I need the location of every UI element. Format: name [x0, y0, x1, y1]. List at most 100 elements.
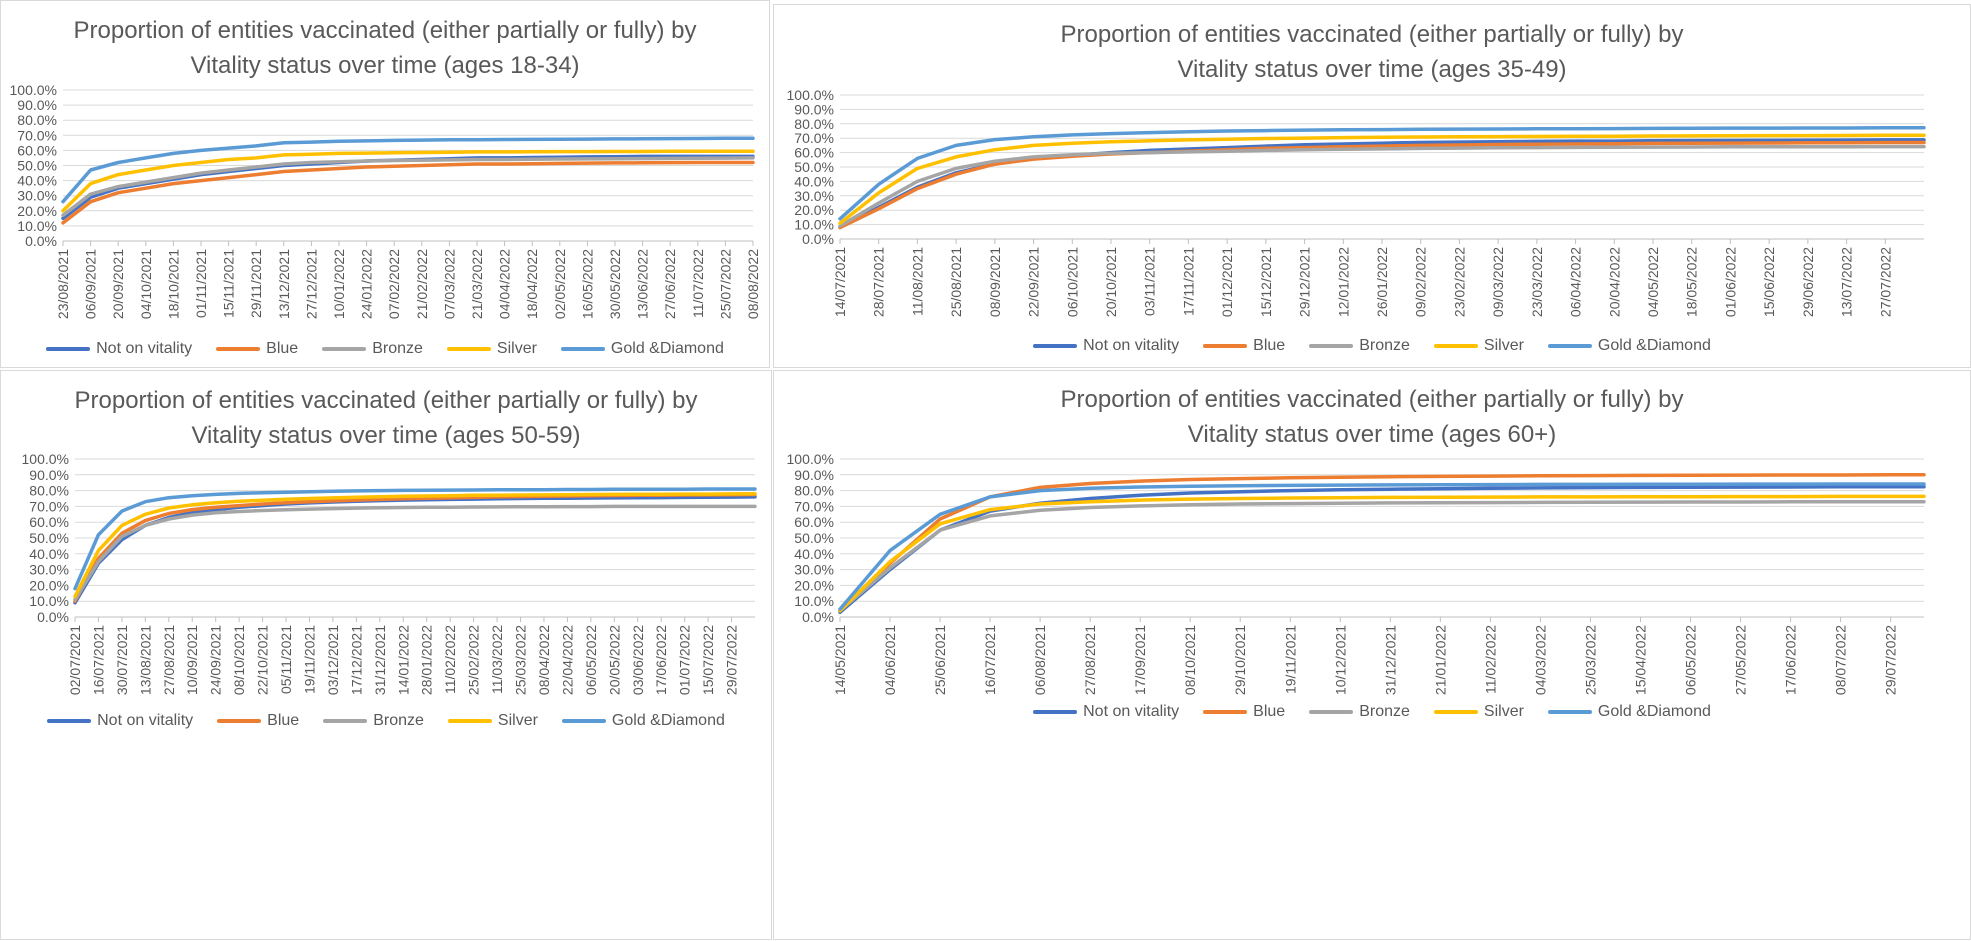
x-tick-label: 30/07/2021 [114, 625, 130, 695]
x-tick-label: 31/12/2021 [372, 625, 388, 695]
x-tick-label: 08/09/2021 [987, 247, 1003, 317]
x-tick-label: 02/07/2021 [67, 625, 83, 695]
line-chart-plot: 0.0%10.0%20.0%30.0%40.0%50.0%60.0%70.0%8… [10, 82, 761, 319]
chart-panel-18-34: Proportion of entities vaccinated (eithe… [0, 0, 770, 368]
x-tick-label: 29/12/2021 [1297, 247, 1313, 317]
y-tick-label: 30.0% [794, 562, 834, 578]
x-tick-label: 06/09/2021 [83, 249, 99, 319]
chart-title-line1: Proportion of entities vaccinated (eithe… [73, 17, 697, 44]
x-tick-label: 24/01/2022 [359, 249, 375, 319]
legend-item-bronze: Bronze [323, 712, 424, 730]
series-line-not-on-vitality [838, 484, 1926, 615]
x-tick-label: 09/02/2022 [1413, 247, 1429, 317]
y-tick-label: 60.0% [794, 145, 834, 161]
x-tick-label: 05/11/2021 [278, 625, 294, 694]
legend-item-gold-diamond: Gold &Diamond [1547, 337, 1711, 355]
y-tick-label: 0.0% [802, 609, 834, 625]
y-tick-label: 90.0% [29, 467, 69, 483]
legend-swatch [47, 719, 92, 723]
chart-panel-35-49: Proportion of entities vaccinated (eithe… [773, 4, 1971, 368]
x-tick-label: 12/01/2022 [1335, 247, 1351, 317]
x-tick-label: 13/08/2021 [137, 625, 153, 695]
y-tick-label: 100.0% [787, 87, 834, 103]
legend-item-bronze: Bronze [1309, 703, 1410, 721]
legend-label: Bronze [372, 340, 423, 357]
x-tick-label: 02/05/2022 [552, 249, 568, 319]
series-line-blue [61, 160, 755, 225]
x-tick-label: 04/06/2021 [882, 625, 898, 695]
legend-item-not-on-vitality: Not on vitality [1033, 703, 1179, 721]
legend-label: Blue [1253, 703, 1286, 720]
x-tick-label: 27/08/2021 [1082, 625, 1098, 695]
legend-label: Silver [1483, 337, 1524, 354]
legend-swatch [46, 347, 91, 351]
x-tick-label: 26/01/2022 [1374, 247, 1390, 317]
x-tick-label: 01/12/2021 [1219, 247, 1235, 317]
x-tick-label: 17/06/2022 [653, 625, 669, 695]
x-tick-label: 04/10/2021 [138, 249, 154, 319]
chart-panel-50-59: Proportion of entities vaccinated (eithe… [0, 370, 772, 940]
x-tick-label: 15/06/2022 [1761, 247, 1777, 317]
x-tick-label: 04/05/2022 [1645, 247, 1661, 317]
x-tick-label: 25/07/2022 [717, 249, 733, 319]
legend-swatch [1033, 344, 1078, 348]
chart-legend: Not on vitality Blue Bronze Silver Gold &Dia… [774, 701, 1970, 721]
x-tick-label: 23/02/2022 [1451, 247, 1467, 317]
legend-item-not-on-vitality: Not on vitality [47, 712, 193, 730]
x-tick-label: 08/08/2022 [745, 249, 761, 319]
legend-label: Not on vitality [96, 340, 193, 357]
legend-label: Not on vitality [97, 712, 194, 729]
x-tick-label: 11/07/2022 [690, 249, 706, 318]
y-tick-label: 70.0% [29, 498, 69, 514]
x-tick-label: 10/09/2021 [184, 625, 200, 695]
legend-swatch [1433, 344, 1478, 348]
legend-swatch [1309, 344, 1354, 348]
y-tick-label: 30.0% [29, 562, 69, 578]
x-tick-label: 06/10/2021 [1064, 247, 1080, 317]
x-tick-label: 23/08/2021 [55, 249, 71, 319]
x-tick-label: 29/07/2022 [724, 625, 740, 695]
x-tick-label: 01/07/2022 [677, 625, 693, 695]
x-tick-label: 27/12/2021 [303, 249, 319, 319]
x-tick-label: 21/02/2022 [414, 249, 430, 319]
x-tick-label: 06/05/2022 [583, 625, 599, 695]
x-tick-label: 22/09/2021 [1026, 247, 1042, 317]
x-tick-label: 23/03/2022 [1529, 247, 1545, 317]
x-tick-label: 03/11/2021 [1142, 247, 1158, 316]
series-line-silver [73, 492, 757, 599]
legend-label: Gold &Diamond [611, 712, 725, 729]
chart-title-line2: Vitality status over time (ages 18-34) [190, 52, 580, 79]
x-tick-label: 31/12/2021 [1382, 625, 1398, 695]
legend-item-gold-diamond: Gold &Diamond [561, 712, 725, 730]
y-tick-label: 0.0% [37, 609, 69, 625]
y-tick-label: 20.0% [794, 202, 834, 218]
series-line-bronze [73, 504, 757, 602]
x-tick-label: 14/05/2021 [832, 625, 848, 695]
x-tick-label: 01/06/2022 [1722, 247, 1738, 317]
legend-swatch [216, 347, 261, 351]
chart-title-line2: Vitality status over time (ages 50-59) [191, 422, 581, 449]
y-tick-label: 0.0% [25, 233, 57, 249]
legend-item-blue: Blue [217, 712, 299, 730]
x-tick-label: 07/03/2022 [441, 249, 457, 319]
x-tick-label: 03/12/2021 [325, 625, 341, 695]
y-tick-label: 10.0% [17, 218, 57, 234]
y-tick-label: 20.0% [17, 203, 57, 219]
legend-item-gold-diamond: Gold &Diamond [1547, 703, 1711, 721]
y-tick-label: 50.0% [29, 530, 69, 546]
x-tick-label: 17/11/2021 [1180, 247, 1196, 316]
x-tick-label: 22/10/2021 [255, 625, 271, 695]
series-line-silver [838, 494, 1926, 613]
y-tick-label: 80.0% [29, 483, 69, 499]
x-tick-label: 15/12/2021 [1258, 247, 1274, 317]
legend-item-blue: Blue [1203, 337, 1285, 355]
x-tick-label: 17/06/2022 [1783, 625, 1799, 695]
x-tick-label: 18/10/2021 [165, 249, 181, 319]
x-tick-label: 29/07/2022 [1883, 625, 1899, 695]
y-tick-label: 60.0% [17, 142, 57, 158]
x-tick-label: 24/09/2021 [208, 625, 224, 695]
x-tick-label: 17/09/2021 [1132, 625, 1148, 695]
x-tick-label: 18/05/2022 [1684, 247, 1700, 317]
y-tick-label: 90.0% [794, 467, 834, 483]
y-tick-label: 80.0% [794, 483, 834, 499]
